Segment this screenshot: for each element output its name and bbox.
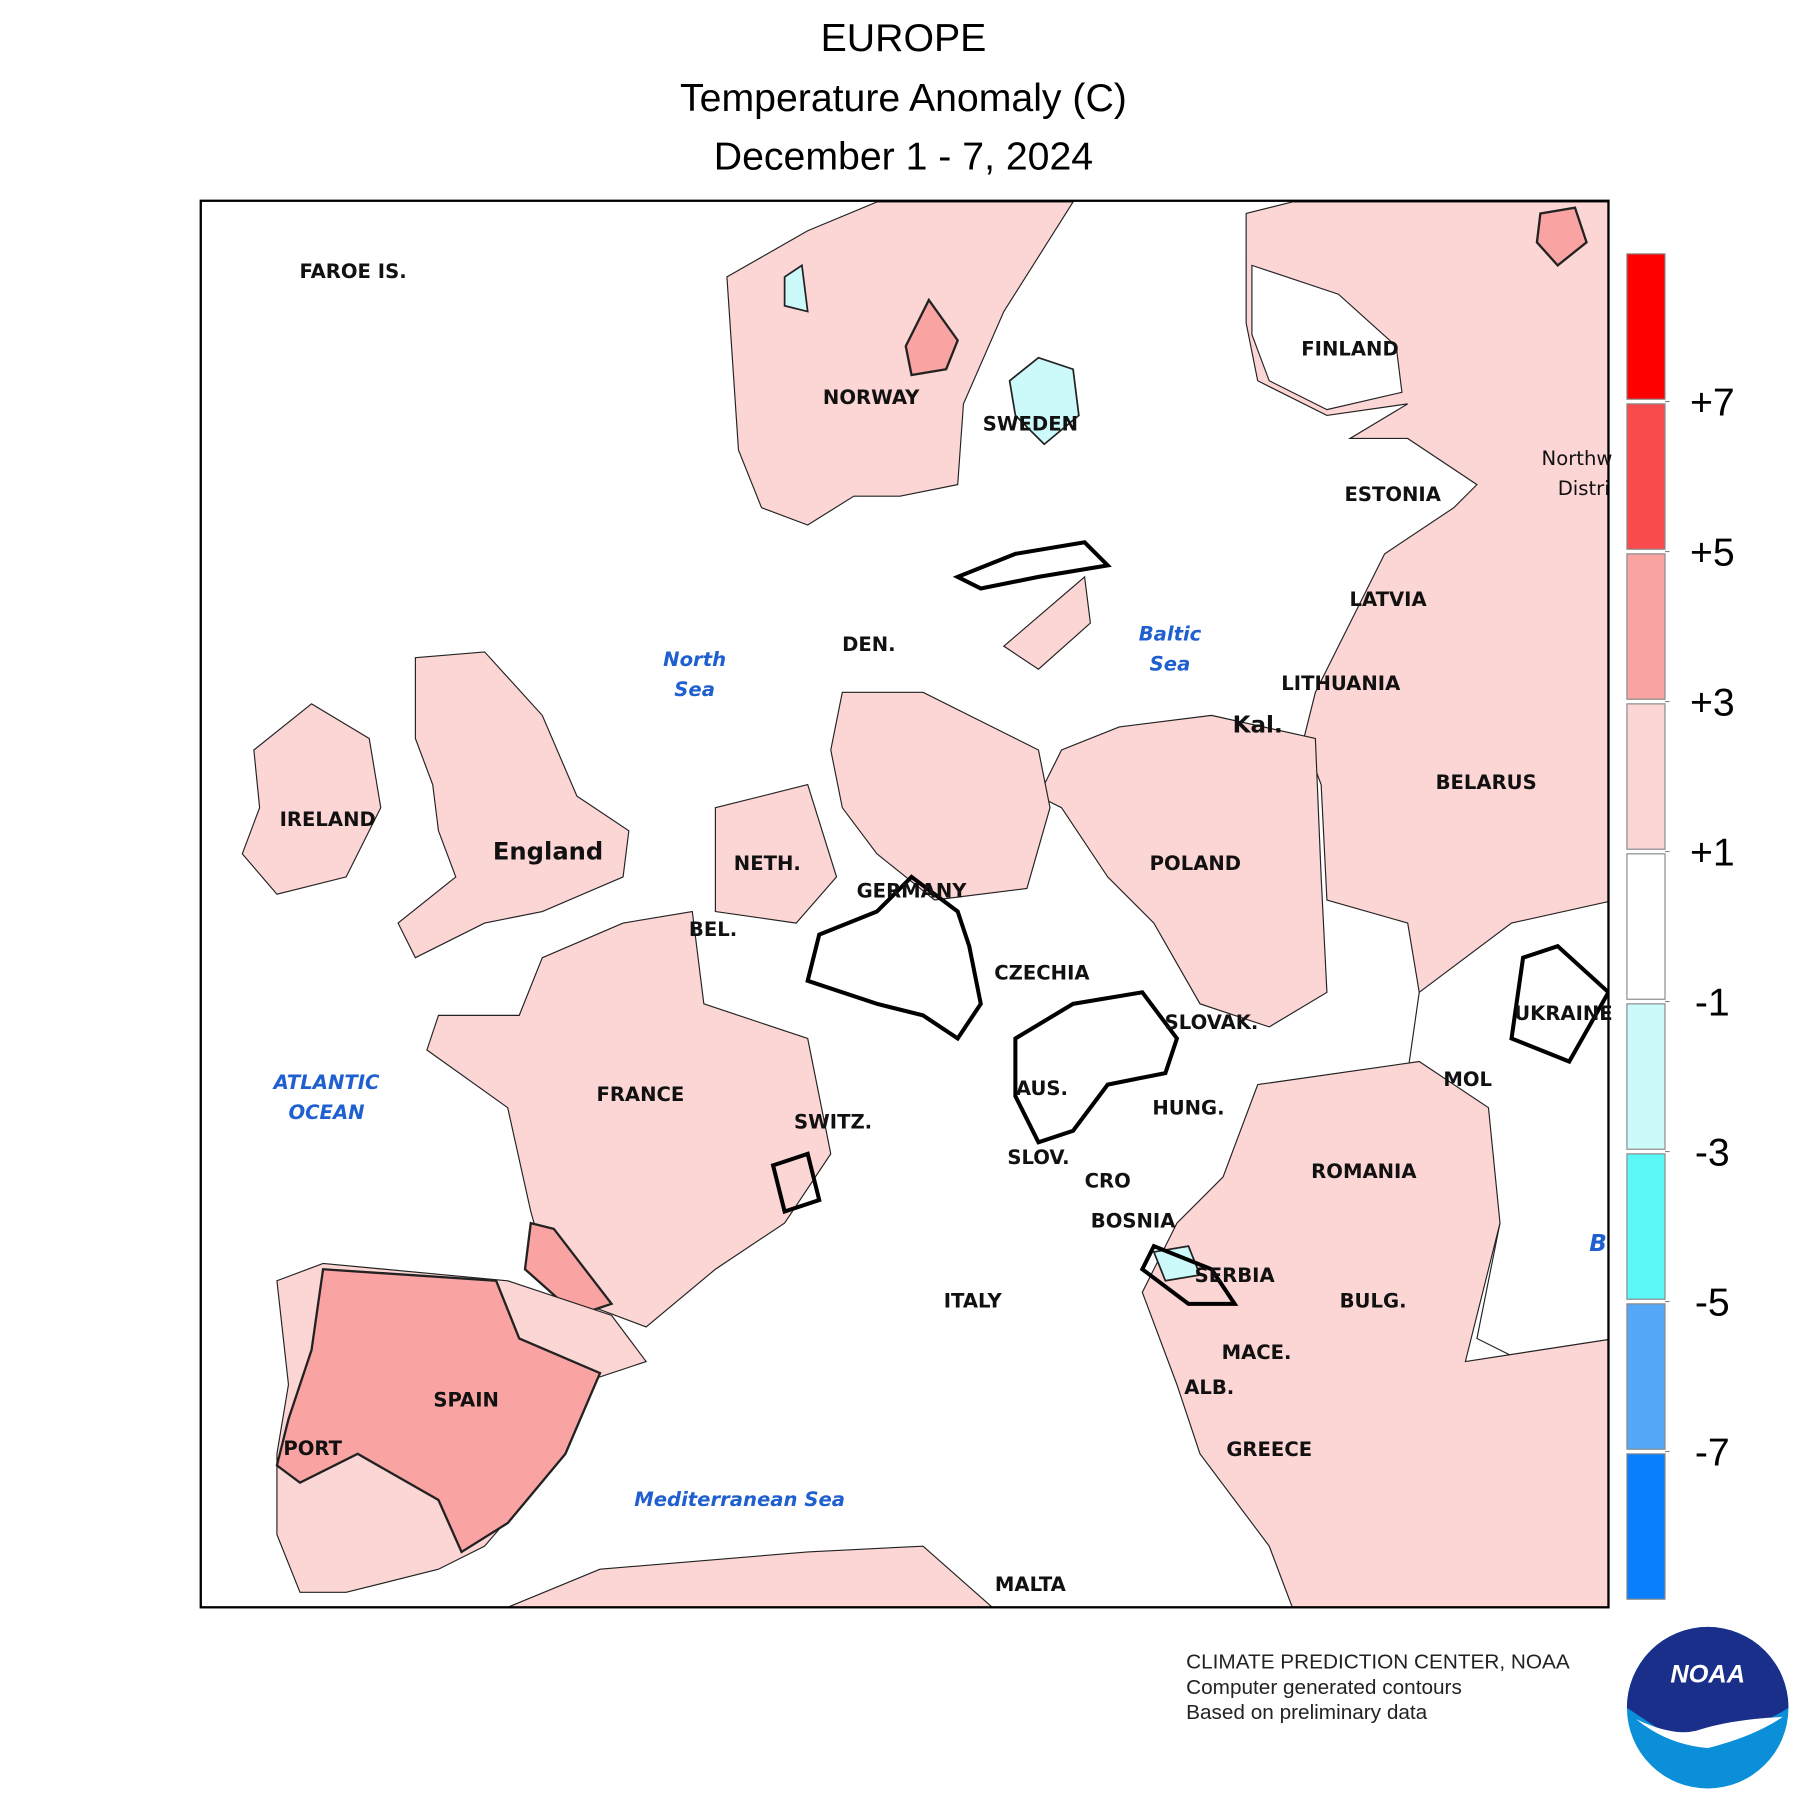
country-label: GREECE bbox=[1226, 1438, 1312, 1461]
credit: CLIMATE PREDICTION CENTER, NOAA bbox=[1186, 1650, 1570, 1673]
sea-label: B bbox=[1589, 1231, 1607, 1257]
sea-label: ATLANTIC bbox=[272, 1071, 380, 1094]
legend-swatch bbox=[1626, 853, 1666, 1000]
country-label: SLOV. bbox=[1007, 1146, 1069, 1169]
country-label: FAROE IS. bbox=[299, 260, 406, 283]
sea-label: Mediterranean Sea bbox=[634, 1488, 845, 1511]
country-label: UKRAINE bbox=[1514, 1002, 1613, 1025]
map-frame bbox=[199, 199, 1610, 1609]
country-label: SERBIA bbox=[1195, 1264, 1276, 1287]
sea-labels: North Sea Baltic Sea ATLANTIC OCEAN Medi… bbox=[272, 622, 1202, 1510]
sea-label: OCEAN bbox=[289, 1101, 365, 1124]
legend-swatch bbox=[1626, 553, 1666, 700]
country-label: POLAND bbox=[1150, 852, 1241, 875]
legend-swatch bbox=[1626, 1153, 1666, 1300]
country-label: SPAIN bbox=[433, 1389, 499, 1412]
country-label: SWEDEN bbox=[983, 412, 1078, 435]
legend-swatch bbox=[1626, 1003, 1666, 1150]
map bbox=[200, 200, 1609, 1608]
legend-label: +5 bbox=[1690, 530, 1735, 574]
country-label: FINLAND bbox=[1301, 337, 1398, 360]
subtitle: Temperature Anomaly (C) bbox=[680, 76, 1127, 120]
noaa-logo: NOAA bbox=[1626, 1626, 1789, 1789]
legend-swatch bbox=[1626, 253, 1666, 400]
country-label: IRELAND bbox=[280, 808, 376, 831]
country-label: Distri bbox=[1558, 477, 1610, 500]
country-label: NETH. bbox=[734, 852, 801, 875]
legend-label: -7 bbox=[1695, 1430, 1730, 1474]
country-label: England bbox=[493, 838, 603, 866]
country-label: AUS. bbox=[1016, 1077, 1068, 1100]
country-label: NORWAY bbox=[823, 386, 920, 409]
legend-label: +1 bbox=[1690, 830, 1735, 874]
sea-label: Sea bbox=[674, 678, 715, 701]
country-label: DEN. bbox=[842, 633, 896, 656]
country-label: FRANCE bbox=[596, 1083, 684, 1106]
legend-swatch bbox=[1626, 1453, 1666, 1600]
country-label: CZECHIA bbox=[994, 962, 1090, 985]
date: December 1 - 7, 2024 bbox=[714, 135, 1093, 179]
country-label: PORT bbox=[283, 1437, 342, 1460]
country-label: BELARUS bbox=[1436, 771, 1537, 794]
legend: +7 +5 +3 +1 -1 -3 -5 -7 bbox=[1626, 253, 1735, 1600]
country-label: LITHUANIA bbox=[1281, 672, 1401, 695]
country-label: Northw bbox=[1542, 447, 1613, 470]
legend-swatch bbox=[1626, 1303, 1666, 1450]
country-label: ESTONIA bbox=[1344, 483, 1441, 506]
country-label: SLOVAK. bbox=[1165, 1011, 1259, 1034]
country-label: ITALY bbox=[944, 1289, 1003, 1312]
legend-swatch bbox=[1626, 403, 1666, 550]
title: EUROPE bbox=[821, 16, 987, 60]
legend-label: +7 bbox=[1690, 380, 1735, 424]
country-label: BEL. bbox=[689, 918, 737, 941]
country-label: HUNG. bbox=[1152, 1097, 1224, 1120]
legend-label: -5 bbox=[1695, 1280, 1730, 1324]
credit: Computer generated contours bbox=[1186, 1676, 1462, 1699]
country-label: CRO bbox=[1085, 1169, 1131, 1192]
legend-label: +3 bbox=[1690, 680, 1735, 724]
sea-label: Sea bbox=[1150, 652, 1191, 675]
country-label: BULG. bbox=[1340, 1289, 1407, 1312]
country-label: BOSNIA bbox=[1091, 1210, 1176, 1233]
country-label: Kal. bbox=[1233, 713, 1283, 739]
country-label: MOL bbox=[1443, 1068, 1492, 1091]
country-label: ALB. bbox=[1184, 1376, 1234, 1399]
sea-label: Baltic bbox=[1139, 622, 1202, 645]
country-label: GERMANY bbox=[857, 880, 968, 903]
logo-text: NOAA bbox=[1670, 1660, 1745, 1688]
country-label: MALTA bbox=[995, 1573, 1067, 1596]
country-label: ROMANIA bbox=[1311, 1160, 1417, 1183]
legend-swatch bbox=[1626, 703, 1666, 850]
legend-label: -1 bbox=[1695, 980, 1730, 1024]
country-label: SWITZ. bbox=[794, 1110, 872, 1133]
sea-label: North bbox=[663, 648, 726, 671]
country-labels: FAROE IS. NORWAY SWEDEN FINLAND ESTONIA … bbox=[280, 260, 1613, 1596]
legend-label: -3 bbox=[1695, 1130, 1730, 1174]
country-label: MACE. bbox=[1222, 1341, 1292, 1364]
country-label: LATVIA bbox=[1349, 588, 1427, 611]
credit: Based on preliminary data bbox=[1186, 1701, 1428, 1724]
